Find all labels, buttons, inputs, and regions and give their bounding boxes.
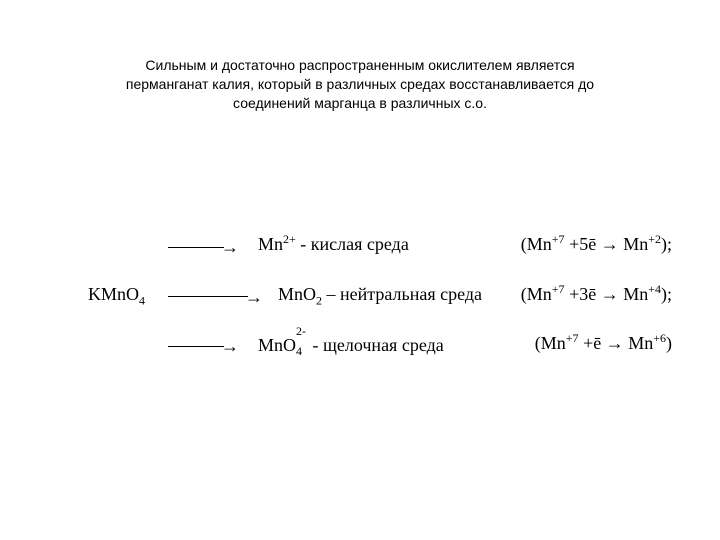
- arrow-line: [168, 346, 224, 347]
- eq-part: (Mn: [521, 284, 552, 304]
- medium-label: нейтральная среда: [340, 284, 482, 304]
- product-sup: 2-: [296, 325, 306, 337]
- intro-line-2: перманганат калия, который в различных с…: [126, 76, 594, 92]
- arrow-head-icon: →: [221, 337, 239, 355]
- medium-label: кислая среда: [311, 234, 409, 254]
- equation-cell: (Mn+7 +5ē → Mn+2);: [521, 235, 672, 253]
- arrow-cell: →: [168, 233, 258, 257]
- intro-line-1: Сильным и достаточно распространенным ок…: [145, 57, 574, 73]
- arrow-head-icon: →: [245, 288, 263, 306]
- arrow-line: [168, 296, 248, 297]
- arrow-icon: →: [168, 337, 239, 355]
- eq-sup: +6: [653, 331, 666, 345]
- product-sub: 4: [296, 345, 302, 357]
- reaction-row: KMnO4 → MnO2 – нейтральная среда (Mn+7 +…: [88, 282, 672, 306]
- eq-sup: +7: [552, 232, 565, 246]
- equation-cell: (Mn+7 +ē → Mn+6): [535, 334, 672, 352]
- eq-part: );: [661, 234, 672, 254]
- reagent-cell: KMnO4: [88, 285, 168, 303]
- arrow-line: [168, 247, 224, 248]
- eq-sup: +7: [552, 282, 565, 296]
- product-dash: -: [296, 234, 311, 254]
- eq-sup: +2: [648, 232, 661, 246]
- arrow-cell: →: [168, 282, 278, 306]
- arrow-head-icon: →: [221, 238, 239, 256]
- eq-part: ): [666, 333, 672, 353]
- product-subsup: 42-: [296, 333, 308, 351]
- reaction-scheme: → Mn2+ - кислая среда (Mn+7 +5ē → Mn+2);…: [88, 233, 672, 356]
- arrow-icon: →: [168, 288, 263, 306]
- product-sup: 2+: [283, 232, 296, 246]
- eq-sup: +4: [648, 282, 661, 296]
- eq-part: +3ē → Mn: [565, 284, 649, 304]
- product-formula: MnO: [258, 335, 296, 355]
- product-cell: MnO42- - щелочная среда: [258, 333, 444, 354]
- eq-part: +5ē → Mn: [565, 234, 649, 254]
- reagent-sub: 4: [139, 294, 145, 308]
- product-formula: Mn: [258, 234, 283, 254]
- medium-label: щелочная среда: [323, 335, 444, 355]
- product-cell: Mn2+ - кислая среда: [258, 235, 409, 253]
- product-formula: MnO: [278, 284, 316, 304]
- eq-part: (Mn: [535, 333, 566, 353]
- eq-part: +ē → Mn: [579, 333, 654, 353]
- product-dash: –: [322, 284, 340, 304]
- intro-line-3: соединений марганца в различных с.о.: [233, 95, 487, 111]
- intro-paragraph: Сильным и достаточно распространенным ок…: [48, 56, 672, 113]
- reaction-row: → Mn2+ - кислая среда (Mn+7 +5ē → Mn+2);: [88, 233, 672, 257]
- reagent-formula: KMnO: [88, 284, 139, 304]
- eq-part: (Mn: [521, 234, 552, 254]
- equation-cell: (Mn+7 +3ē → Mn+4);: [521, 285, 672, 303]
- arrow-cell: →: [168, 332, 258, 356]
- eq-part: );: [661, 284, 672, 304]
- product-dash: -: [308, 335, 323, 355]
- product-cell: MnO2 – нейтральная среда: [278, 285, 482, 303]
- arrow-icon: →: [168, 238, 239, 256]
- slide: Сильным и достаточно распространенным ок…: [0, 0, 720, 355]
- reaction-row: → MnO42- - щелочная среда (Mn+7 +ē → Mn+…: [88, 332, 672, 356]
- eq-sup: +7: [566, 331, 579, 345]
